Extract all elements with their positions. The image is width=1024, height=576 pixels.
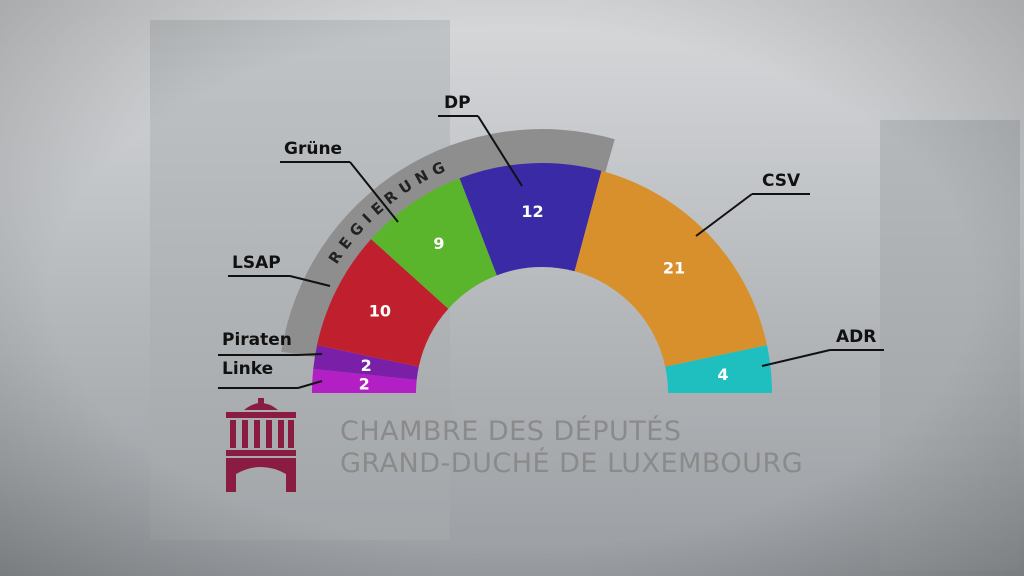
seat-wedges: [312, 163, 772, 393]
leader-line-grune: [349, 161, 399, 223]
seat-count-adr: 4: [717, 365, 728, 384]
wedge-linke: [312, 368, 417, 393]
party-label-dp: DP: [444, 93, 471, 113]
seat-labels: 22 10 9 12 21 4: [359, 202, 729, 393]
institution-line-1: CHAMBRE DES DÉPUTÉS: [340, 416, 682, 447]
coalition-band: [281, 129, 615, 358]
party-label-linke: Linke: [222, 359, 273, 379]
wedge-adr: [665, 345, 772, 393]
leader-line-linke: [297, 380, 323, 389]
seat-count-piraten: 2: [361, 356, 372, 375]
leader-line-piraten: [297, 353, 323, 356]
seat-count-csv: 21: [663, 259, 685, 278]
seat-count-linke: 2: [359, 375, 370, 394]
leader-line-adr: [761, 349, 831, 367]
party-label-piraten: Piraten: [222, 330, 292, 350]
party-label-grune: Grüne: [284, 139, 342, 159]
chamber-building-logo-icon: [226, 398, 296, 492]
party-labels: Linke Piraten LSAP Grüne DP CSV ADR: [222, 93, 876, 379]
wedge-csv: [574, 170, 767, 367]
institution-name: CHAMBRE DES DÉPUTÉS GRAND-DUCHÉ DE LUXEM…: [340, 416, 803, 480]
party-label-csv: CSV: [762, 171, 801, 191]
party-label-lsap: LSAP: [232, 253, 281, 273]
leader-line-dp: [477, 115, 523, 187]
seat-count-lsap: 10: [369, 301, 391, 320]
wedge-dp: [459, 163, 602, 276]
leader-line-lsap: [289, 275, 331, 287]
label-leader-lines: [218, 115, 884, 389]
leader-line-csv: [695, 193, 753, 237]
seat-count-dp: 12: [521, 202, 543, 221]
wedge-piraten: [313, 345, 419, 380]
seat-count-grune: 9: [433, 234, 444, 253]
wedge-grune: [371, 178, 497, 309]
institution-line-2: GRAND-DUCHÉ DE LUXEMBOURG: [340, 448, 804, 479]
wedge-lsap: [317, 239, 449, 367]
party-label-adr: ADR: [836, 327, 876, 347]
